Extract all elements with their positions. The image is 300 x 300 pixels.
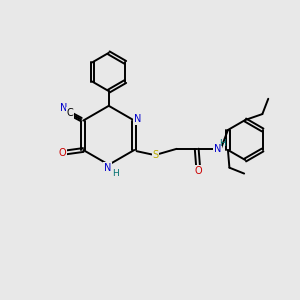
Text: H: H: [112, 169, 119, 178]
Text: N: N: [60, 103, 67, 112]
Text: O: O: [59, 148, 67, 158]
Text: N: N: [134, 114, 141, 124]
Text: C: C: [67, 108, 74, 118]
Text: S: S: [152, 150, 158, 160]
Text: O: O: [194, 166, 202, 176]
Text: N: N: [103, 163, 111, 173]
Text: H: H: [219, 139, 226, 148]
Text: N: N: [214, 144, 221, 154]
